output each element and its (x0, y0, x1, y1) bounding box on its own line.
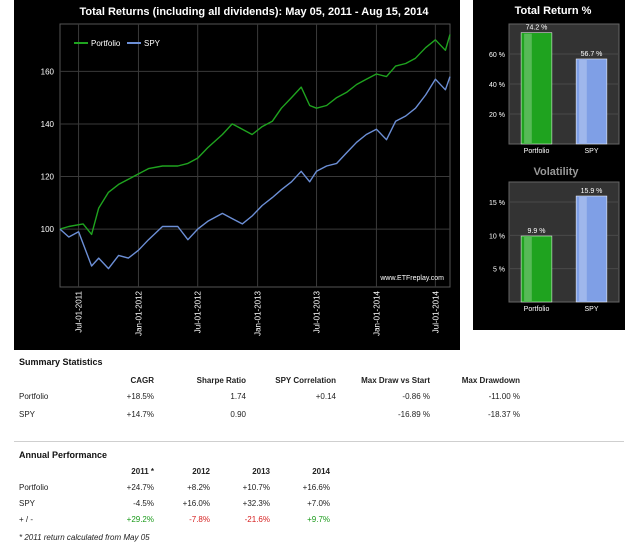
annual-cell: +16.6% (302, 483, 330, 492)
total-return-value-label: 74.2 % (526, 25, 548, 32)
annual-cell: +10.7% (242, 483, 270, 492)
x-tick-label: Jan-01-2012 (134, 290, 143, 335)
x-axis-ticks: Jul-01-2011 Jan-01-2012 Jul-01-2012 Jan-01-… (75, 290, 441, 335)
section-divider (14, 441, 624, 442)
annual-header-2013: 2013 (252, 467, 270, 476)
volatility-bars: 5 % 10 % 15 % 9.9 % Portfolio 15.9 % SPY (489, 188, 619, 313)
annual-diff-cell: +9.7% (307, 515, 330, 524)
volatility-value-label: 15.9 % (581, 188, 603, 195)
annual-header-2014: 2014 (312, 467, 330, 476)
total-return-y-tick-label: 20 % (489, 112, 505, 119)
y-tick-label: 140 (41, 120, 55, 129)
annual-title: Annual Performance (19, 450, 108, 460)
volatility-bar-highlight (524, 237, 532, 301)
annual-cell: +8.2% (187, 483, 210, 492)
summary-cell-cagr: +18.5% (126, 392, 154, 401)
annual-cell: +24.7% (126, 483, 154, 492)
x-tick-label: Jul-01-2013 (313, 290, 322, 333)
x-tick-label: Jan-01-2013 (254, 290, 263, 335)
summary-header-sharpe: Sharpe Ratio (196, 376, 246, 385)
annual-row-label: SPY (19, 499, 36, 508)
summary-cell-sharpe: 0.90 (230, 410, 246, 419)
total-return-bars: 20 % 40 % 60 % 74.2 % Portfolio 56.7 % SPY (489, 25, 619, 155)
summary-cell-max-draw-vs-start: -16.89 % (397, 410, 430, 419)
plot-area (59, 23, 451, 288)
summary-header-max-drawdown: Max Drawdown (461, 376, 520, 385)
legend-label-spy: SPY (144, 39, 161, 48)
total-returns-line-chart: Total Returns (including all dividends):… (41, 6, 451, 336)
total-return-y-tick-label: 40 % (489, 82, 505, 89)
total-return-bar-portfolio (520, 32, 553, 145)
volatility-category-label: Portfolio (524, 306, 550, 313)
volatility-y-tick-label: 15 % (489, 200, 505, 207)
y-tick-label: 160 (41, 67, 55, 76)
volatility-title: Volatility (533, 166, 579, 178)
total-return-value-label: 56.7 % (581, 51, 603, 58)
total-return-category-label: SPY (584, 148, 598, 155)
x-tick-label: Jul-01-2011 (75, 290, 84, 332)
summary-row-label: SPY (19, 410, 36, 419)
total-return-y-tick-label: 60 % (489, 52, 505, 59)
legend: Portfolio SPY (74, 39, 161, 48)
total-return-title: Total Return % (515, 5, 592, 17)
volatility-value-label: 9.9 % (528, 228, 546, 235)
annual-row-label: Portfolio (19, 483, 49, 492)
annual-cell: +7.0% (307, 499, 330, 508)
side-bar-charts-panel: Total Return % 20 % 40 % 60 % 74.2 % Portfol… (473, 0, 625, 330)
series-line-spy (59, 76, 451, 270)
series-lines (59, 34, 451, 270)
total-return-bar-highlight (579, 59, 587, 144)
volatility-y-tick-label: 5 % (493, 267, 505, 274)
x-tick-label: Jul-01-2012 (194, 290, 203, 333)
grid-lines (60, 24, 450, 287)
total-return-bar-highlight (524, 33, 532, 144)
x-tick-label: Jan-01-2014 (372, 290, 381, 335)
main-chart-panel: Total Returns (including all dividends):… (14, 0, 460, 350)
summary-cell-max-drawdown: -18.37 % (487, 410, 520, 419)
annual-header-2012: 2012 (192, 467, 210, 476)
annual-cell: +32.3% (242, 499, 270, 508)
volatility-bar-highlight (579, 197, 587, 301)
total-return-bar-spy (575, 58, 608, 145)
summary-title: Summary Statistics (19, 357, 103, 367)
annual-cell: +16.0% (182, 499, 210, 508)
summary-cell-sharpe: 1.74 (230, 392, 246, 401)
annual-header-2011: 2011 * (131, 467, 154, 476)
y-tick-label: 100 (41, 225, 55, 234)
series-line-portfolio (59, 34, 451, 236)
volatility-y-tick-label: 10 % (489, 233, 505, 240)
summary-cell-cagr: +14.7% (126, 410, 154, 419)
y-axis-ticks: 100 120 140 160 (41, 67, 55, 234)
side-bar-charts: Total Return % 20 % 40 % 60 % 74.2 % Portfol… (489, 5, 620, 313)
annual-row-label: + / - (19, 515, 34, 524)
volatility-bar-portfolio (520, 235, 553, 303)
annual-diff-cell: -21.6% (244, 515, 270, 524)
legend-label-portfolio: Portfolio (91, 39, 121, 48)
summary-header-correlation: SPY Correlation (275, 376, 336, 385)
annual-cell: -4.5% (133, 499, 154, 508)
total-return-category-label: Portfolio (524, 148, 550, 155)
watermark: www.ETFreplay.com (379, 275, 444, 282)
summary-cell-correlation: +0.14 (315, 392, 336, 401)
summary-cell-max-draw-vs-start: -0.86 % (402, 392, 430, 401)
summary-header-cagr: CAGR (130, 376, 154, 385)
x-tick-label: Jul-01-2014 (431, 290, 440, 333)
summary-cell-max-drawdown: -11.00 % (488, 392, 520, 401)
volatility-category-label: SPY (584, 306, 598, 313)
volatility-bar-spy (575, 195, 608, 303)
summary-header-max-draw-vs-start: Max Draw vs Start (361, 376, 430, 385)
annual-footnote: * 2011 return calculated from May 05 (19, 533, 150, 542)
summary-row-label: Portfolio (19, 392, 49, 401)
y-tick-label: 120 (41, 173, 55, 182)
annual-diff-cell: -7.8% (189, 515, 210, 524)
chart-title: Total Returns (including all dividends):… (79, 6, 429, 18)
annual-diff-cell: +29.2% (126, 515, 154, 524)
